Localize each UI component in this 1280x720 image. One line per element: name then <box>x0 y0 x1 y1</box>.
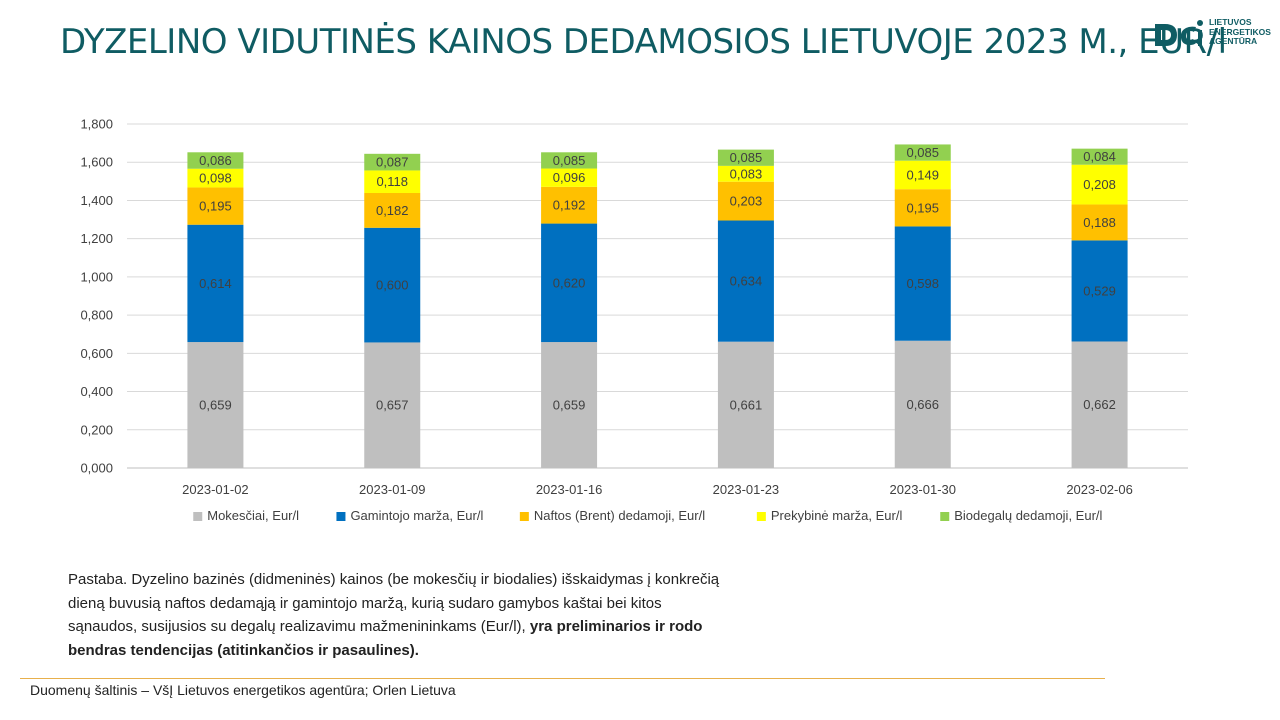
bar-segment <box>541 342 598 468</box>
y-tick-label: 1,800 <box>80 117 113 132</box>
footer-divider <box>20 678 1105 679</box>
x-tick-label: 2023-01-09 <box>359 482 426 497</box>
data-label: 0,529 <box>1083 283 1116 298</box>
bar-segment <box>894 340 951 468</box>
data-label: 0,096 <box>553 170 586 185</box>
logo-text: LIETUVOS ENERGETIKOS AGENTŪRA <box>1209 17 1271 47</box>
legend-label: Naftos (Brent) dedamoji, Eur/l <box>534 508 705 523</box>
data-label: 0,149 <box>906 167 939 182</box>
bar-segment <box>717 165 774 182</box>
bar-segment <box>364 342 421 468</box>
y-tick-label: 0,800 <box>80 308 113 323</box>
note-text: Pastaba. Dyzelino bazinės (didmeninės) k… <box>68 568 728 662</box>
data-label: 0,614 <box>199 276 232 291</box>
data-label: 0,188 <box>1083 215 1116 230</box>
lea-logo-icon <box>1155 20 1203 46</box>
data-label: 0,620 <box>553 275 586 290</box>
bar-segment <box>1071 148 1128 165</box>
bar-segment <box>894 160 951 190</box>
note-plain: Pastaba. Dyzelino bazinės (didmeninės) k… <box>68 571 720 635</box>
data-label: 0,085 <box>906 145 939 160</box>
legend-label: Gamintojo marža, Eur/l <box>350 508 483 523</box>
data-label: 0,087 <box>376 155 409 170</box>
bar-segment <box>364 227 421 343</box>
bar-segment <box>541 152 598 169</box>
bar-segment <box>187 342 244 468</box>
data-label: 0,085 <box>553 153 586 168</box>
legend-swatch <box>756 512 766 521</box>
y-tick-label: 1,200 <box>80 231 113 246</box>
y-tick-label: 1,400 <box>80 193 113 208</box>
bar-segment <box>1071 341 1128 468</box>
bar-segment <box>541 168 598 187</box>
bar-segment <box>717 181 774 221</box>
bar-segment <box>364 153 421 171</box>
data-label: 0,600 <box>376 278 409 293</box>
logo-line-3: AGENTŪRA <box>1209 36 1258 46</box>
chart-title: DYZELINO VIDUTINĖS KAINOS DEDAMOSIOS LIE… <box>60 22 1227 62</box>
legend-swatch <box>193 512 203 521</box>
y-tick-label: 0,200 <box>80 422 113 437</box>
bar-segment <box>1071 204 1128 241</box>
bar-segment <box>541 223 598 343</box>
data-label: 0,662 <box>1083 397 1116 412</box>
bar-segment <box>717 220 774 342</box>
data-label: 0,661 <box>730 397 763 412</box>
y-tick-label: 1,000 <box>80 269 113 284</box>
x-tick-label: 2023-01-02 <box>182 482 249 497</box>
data-label: 0,083 <box>730 166 763 181</box>
y-tick-label: 0,600 <box>80 346 113 361</box>
logo-line-1: LIETUVOS <box>1209 17 1252 27</box>
bar-segment <box>894 226 951 341</box>
bar-segment <box>717 341 774 468</box>
data-label: 0,086 <box>199 153 232 168</box>
bar-segment <box>717 149 774 166</box>
stacked-bar-chart: 0,000 0,200 0,400 0,600 0,800 1,000 1,200 1,400… <box>80 117 1188 523</box>
legend-label: Biodegalų dedamoji, Eur/l <box>954 508 1102 523</box>
legend-label: Prekybinė marža, Eur/l <box>771 508 903 523</box>
x-tick-label: 2023-01-30 <box>890 482 957 497</box>
bar-segment <box>894 144 951 161</box>
data-label: 0,208 <box>1083 177 1116 192</box>
bar-segment <box>541 186 598 224</box>
data-label: 0,659 <box>199 398 232 413</box>
data-label: 0,195 <box>199 199 232 214</box>
bar-segment <box>187 152 244 169</box>
data-label: 0,634 <box>730 274 763 289</box>
legend-swatch <box>336 512 346 521</box>
y-tick-label: 1,600 <box>80 155 113 170</box>
data-label: 0,659 <box>553 398 586 413</box>
y-tick-label: 0,400 <box>80 384 113 399</box>
data-label: 0,598 <box>906 276 939 291</box>
data-label: 0,666 <box>906 397 939 412</box>
data-label: 0,203 <box>730 194 763 209</box>
data-label: 0,195 <box>906 200 939 215</box>
data-label: 0,182 <box>376 203 409 218</box>
legend-swatch <box>940 512 950 521</box>
bar-segment <box>187 187 244 225</box>
data-label: 0,084 <box>1083 149 1116 164</box>
x-tick-label: 2023-01-23 <box>713 482 780 497</box>
bar-segment <box>1071 164 1128 205</box>
note-bold: yra preliminarios ir rodo bendras tenden… <box>68 618 703 659</box>
data-label: 0,085 <box>730 150 763 165</box>
bar-segment <box>187 168 244 188</box>
x-tick-label: 2023-02-06 <box>1066 482 1133 497</box>
data-label: 0,192 <box>553 198 586 213</box>
agency-logo: LIETUVOS ENERGETIKOS AGENTŪRA <box>1152 17 1272 52</box>
bar-segment <box>364 192 421 228</box>
legend-label: Mokesčiai, Eur/l <box>207 508 299 523</box>
data-label: 0,098 <box>199 171 232 186</box>
bar-segment <box>894 189 951 227</box>
bar-segment <box>1071 240 1128 342</box>
y-tick-label: 0,000 <box>80 461 113 476</box>
data-label: 0,118 <box>376 174 408 189</box>
logo-line-2: ENERGETIKOS <box>1209 26 1271 37</box>
data-label: 0,657 <box>376 398 409 413</box>
bar-segment <box>364 170 421 193</box>
legend-swatch <box>519 512 529 521</box>
bar-segment <box>187 224 244 343</box>
source-text: Duomenų šaltinis – VšĮ Lietuvos energeti… <box>30 682 456 698</box>
x-tick-label: 2023-01-16 <box>536 482 603 497</box>
